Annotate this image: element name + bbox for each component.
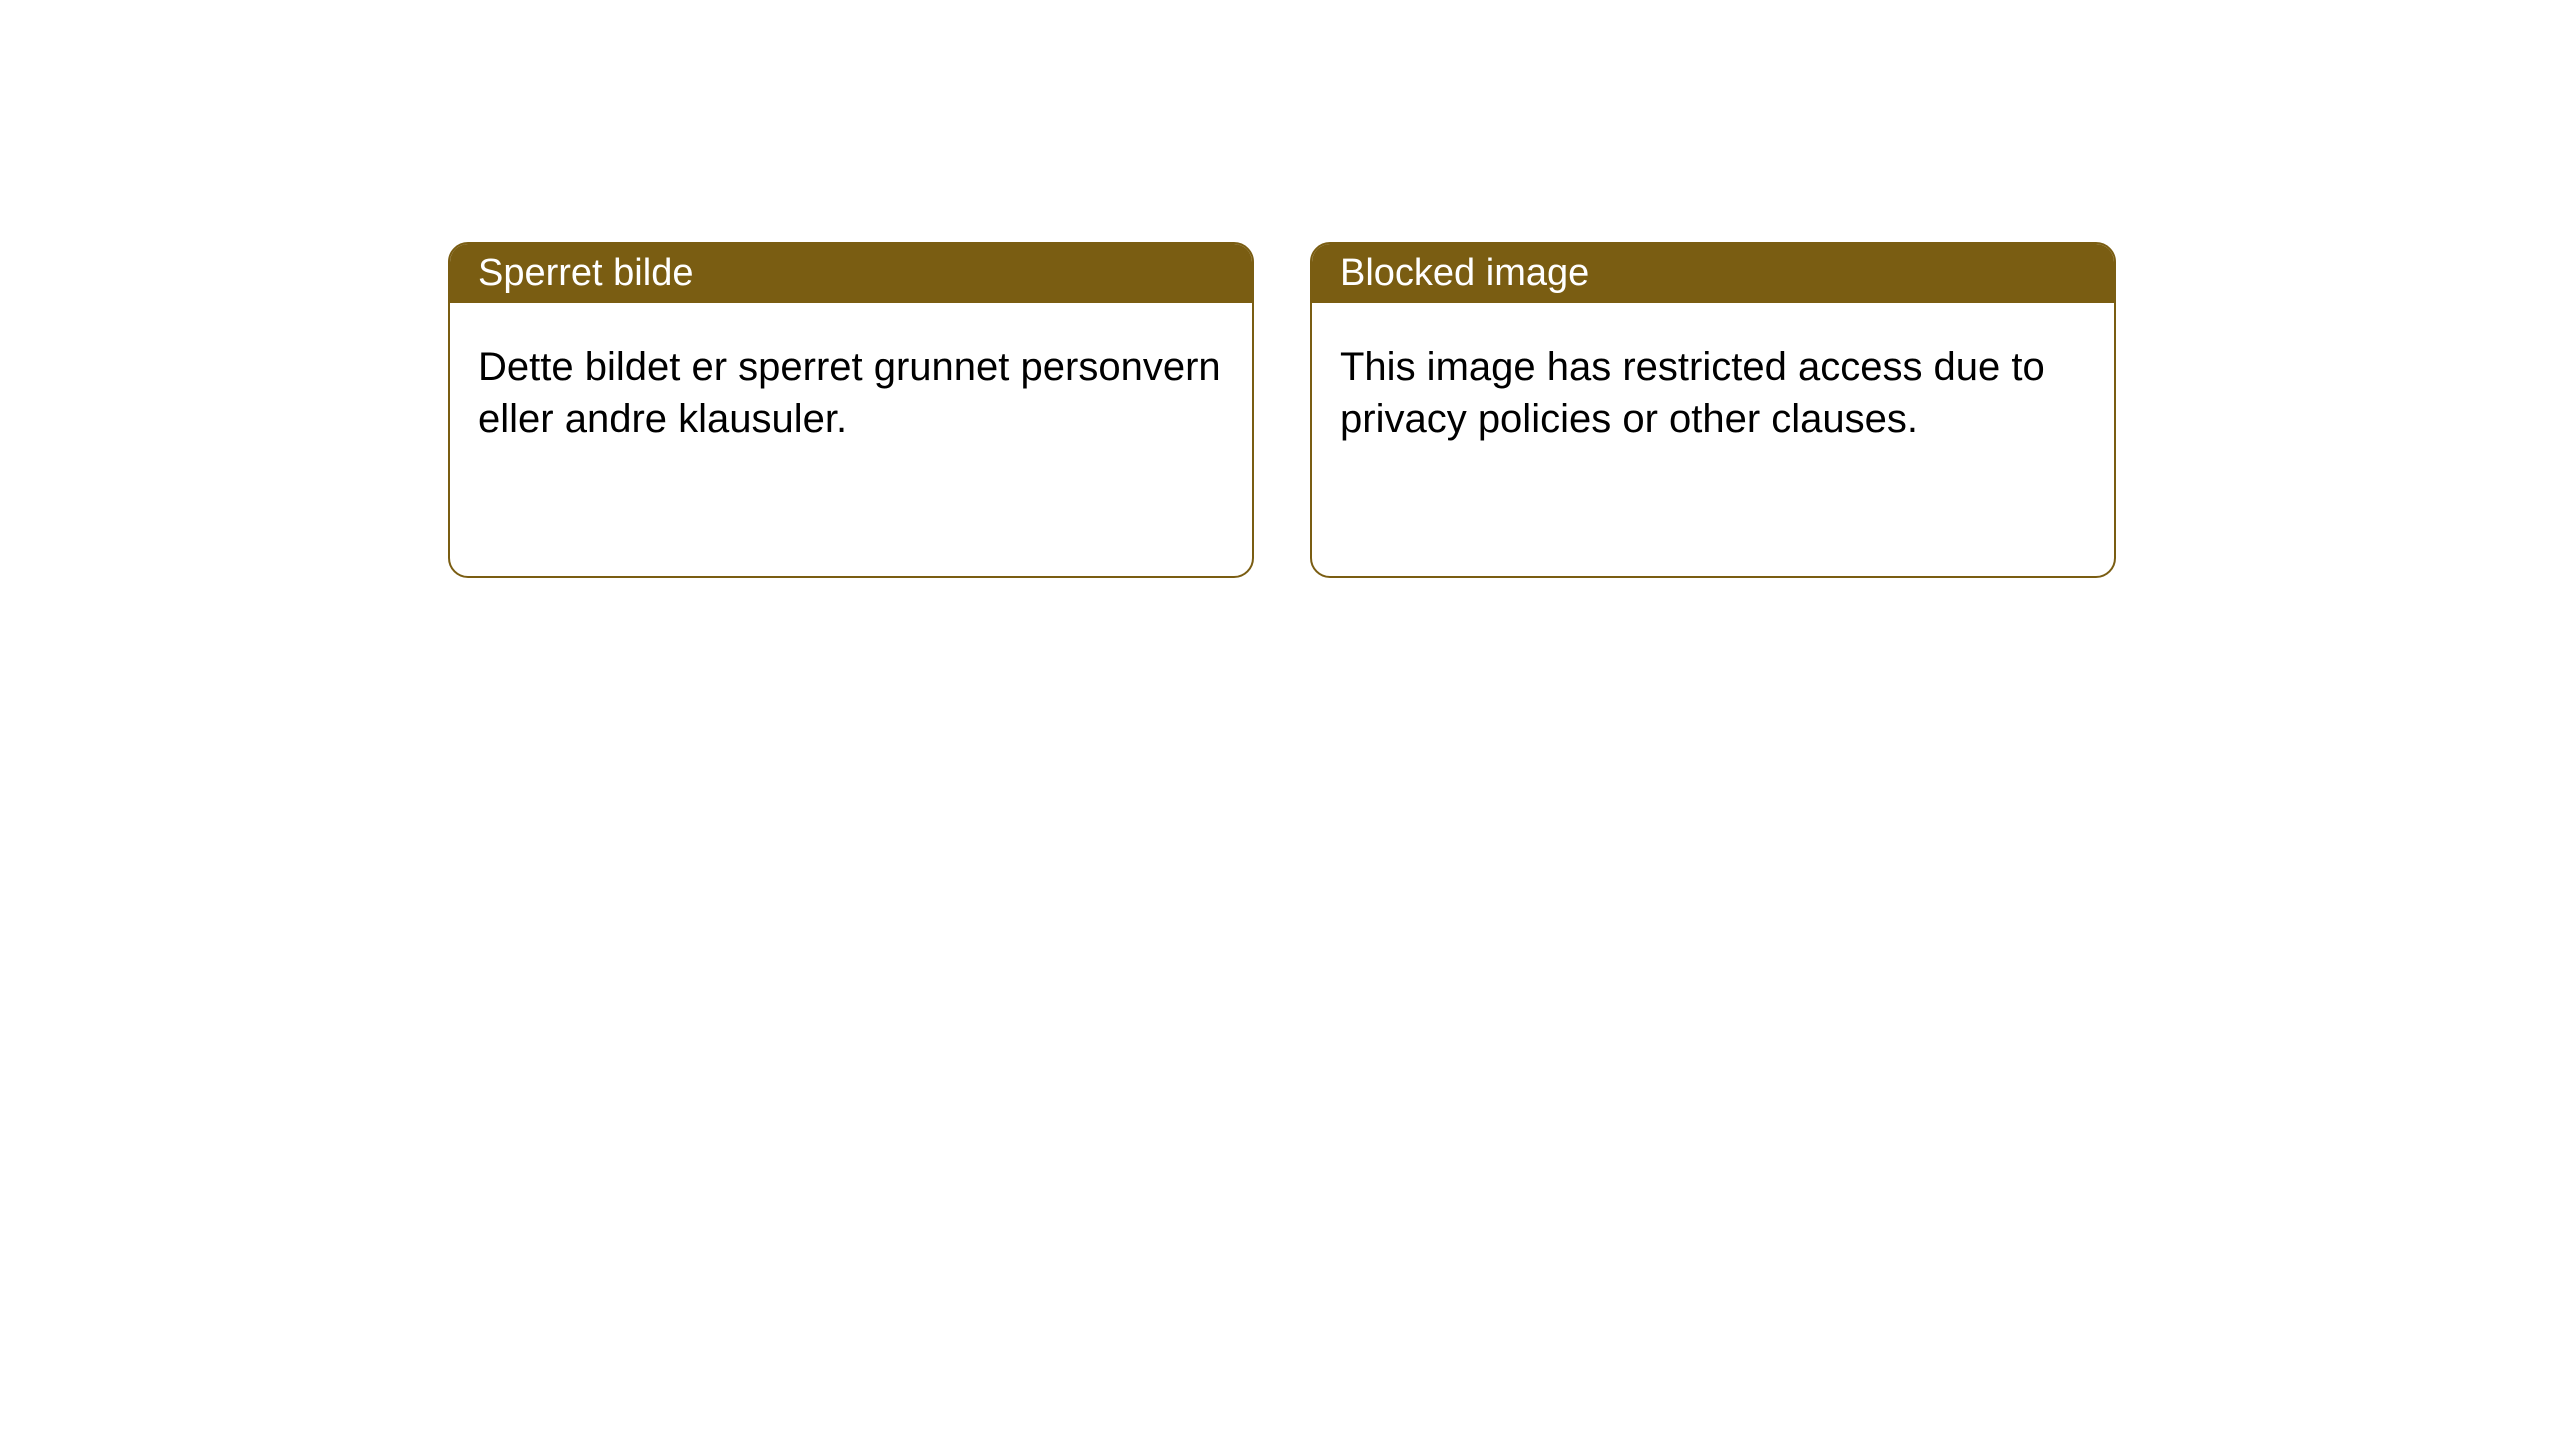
card-header-no: Sperret bilde <box>450 244 1252 303</box>
card-body-en: This image has restricted access due to … <box>1312 303 2114 483</box>
blocked-image-card-en: Blocked image This image has restricted … <box>1310 242 2116 578</box>
card-header-en: Blocked image <box>1312 244 2114 303</box>
card-message: This image has restricted access due to … <box>1340 345 2045 441</box>
card-title: Sperret bilde <box>478 252 693 294</box>
card-title: Blocked image <box>1340 252 1589 294</box>
card-body-no: Dette bildet er sperret grunnet personve… <box>450 303 1252 483</box>
cards-container: Sperret bilde Dette bildet er sperret gr… <box>0 0 2560 578</box>
blocked-image-card-no: Sperret bilde Dette bildet er sperret gr… <box>448 242 1254 578</box>
card-message: Dette bildet er sperret grunnet personve… <box>478 345 1221 441</box>
